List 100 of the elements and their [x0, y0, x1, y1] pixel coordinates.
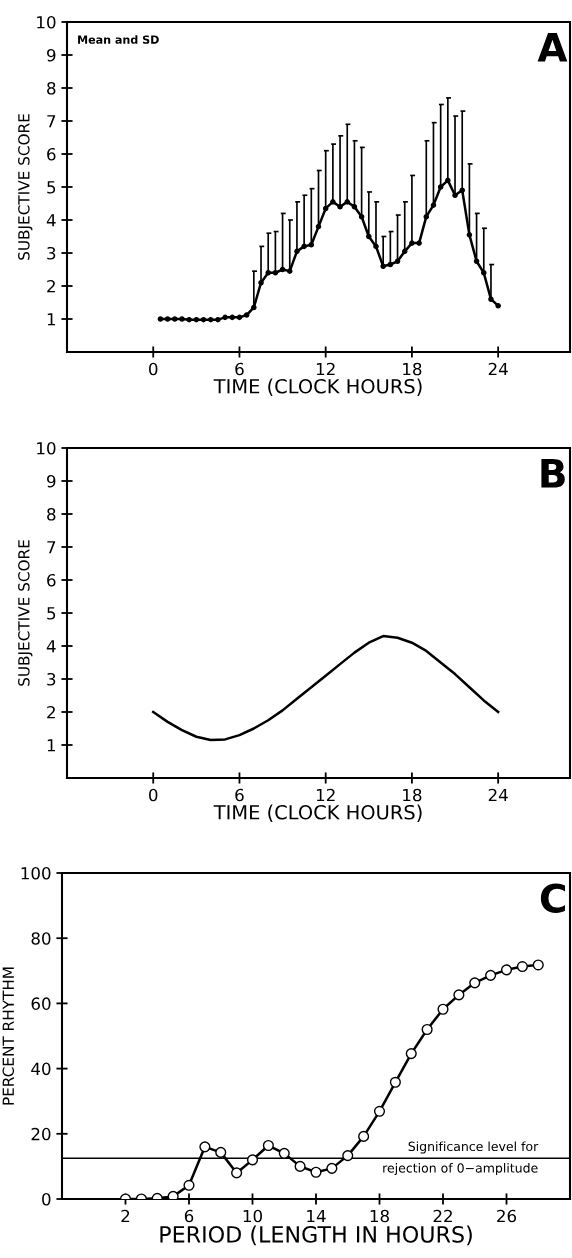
x-tick-label: 12: [316, 788, 335, 802]
line-series: [151, 634, 500, 742]
point: [193, 316, 200, 323]
point: [459, 187, 465, 194]
y-tick-label: 40: [31, 1062, 51, 1076]
y-tick-label: 6: [47, 573, 56, 587]
point: [485, 969, 497, 981]
point: [164, 316, 171, 322]
x-tick-label: 0: [149, 788, 158, 802]
y-tick-label: 10: [37, 441, 56, 455]
x-tick-label: 6: [235, 788, 244, 802]
point: [358, 1130, 370, 1142]
point: [265, 270, 271, 276]
x-tick-label: 6: [235, 362, 244, 376]
point: [452, 192, 458, 199]
x-tick-label: 14: [307, 1209, 326, 1223]
point: [157, 316, 164, 322]
point: [262, 1139, 274, 1152]
point: [337, 204, 343, 210]
point: [308, 241, 315, 248]
point: [373, 243, 379, 250]
y-tick-label: 6: [47, 147, 56, 161]
y-tick-label: 0: [42, 1192, 51, 1206]
y-tick-label: 5: [47, 181, 56, 194]
point: [207, 316, 214, 323]
point: [500, 964, 513, 976]
point: [437, 184, 444, 190]
point: [421, 1023, 433, 1036]
point: [342, 1150, 354, 1162]
point: [222, 314, 228, 321]
x-tick-label: 10: [243, 1209, 262, 1223]
point: [469, 977, 481, 989]
point: [409, 240, 415, 246]
y-axis-title: PERCENT RHYTHM: [2, 967, 15, 1105]
point: [437, 1003, 449, 1015]
point: [394, 258, 401, 265]
point: [215, 316, 221, 323]
point: [380, 263, 386, 269]
point: [199, 1141, 211, 1153]
y-tick-label: 20: [31, 1127, 51, 1141]
y-tick-label: 10: [37, 15, 56, 29]
y-tick-label: 5: [47, 607, 56, 620]
y-tick-label: 1: [47, 313, 56, 326]
point: [445, 177, 451, 184]
annotation: B: [541, 459, 565, 488]
point: [278, 1147, 290, 1159]
x-tick-label: 18: [370, 1209, 389, 1223]
point: [516, 961, 528, 973]
point: [179, 316, 185, 322]
annotation: C: [540, 883, 565, 913]
y-tick-label: 9: [47, 474, 56, 488]
ref-line-label: Significance level for rejection of 0−amplitude: [383, 1141, 539, 1176]
x-tick-label: 18: [403, 788, 422, 802]
x-axis-title: TIME (CLOCK HOURS): [213, 804, 422, 822]
y-tick-label: 9: [47, 48, 56, 62]
y-axis-title: SUBJECTIVE SCORE: [18, 540, 33, 686]
point: [326, 1162, 338, 1174]
point: [373, 1105, 386, 1117]
x-axis-title: TIME (CLOCK HOURS): [213, 378, 422, 396]
x-axis-title: PERIOD (LENGTH IN HOURS): [160, 1225, 472, 1246]
point: [315, 223, 322, 230]
x-tick-label: 12: [316, 362, 335, 376]
point: [167, 1190, 179, 1199]
point: [358, 213, 365, 220]
point: [532, 959, 544, 971]
point: [310, 1166, 322, 1178]
y-tick-label: 1: [47, 739, 56, 752]
point: [236, 314, 243, 321]
y-tick-label: 2: [47, 705, 55, 719]
point: [215, 1146, 227, 1158]
annotation: A: [537, 33, 568, 62]
y-tick-label: 3: [47, 672, 56, 686]
point: [366, 233, 372, 240]
point: [473, 258, 480, 265]
point: [200, 316, 207, 323]
point: [231, 1167, 243, 1179]
point: [258, 279, 264, 286]
x-tick-label: 26: [497, 1209, 517, 1223]
x-tick-label: 6: [184, 1209, 194, 1223]
point: [246, 1154, 259, 1166]
x-tick-label: 24: [488, 788, 508, 802]
point: [488, 296, 494, 302]
point: [416, 240, 422, 246]
y-tick-label: 4: [46, 640, 56, 653]
point: [344, 199, 351, 205]
point: [453, 989, 465, 1001]
x-tick-label: 18: [403, 362, 422, 376]
point: [387, 261, 394, 268]
y-tick-label: 80: [31, 932, 51, 945]
y-axis-title: SUBJECTIVE SCORE: [18, 114, 33, 260]
y-tick-label: 3: [47, 246, 56, 260]
point: [480, 270, 487, 276]
y-tick-label: 7: [47, 541, 56, 554]
x-tick-label: 24: [488, 362, 508, 376]
y-tick-label: 100: [21, 866, 51, 880]
point: [430, 202, 437, 208]
point: [251, 304, 257, 311]
y-tick-label: 4: [46, 214, 56, 227]
point: [466, 232, 473, 238]
point: [286, 268, 293, 274]
